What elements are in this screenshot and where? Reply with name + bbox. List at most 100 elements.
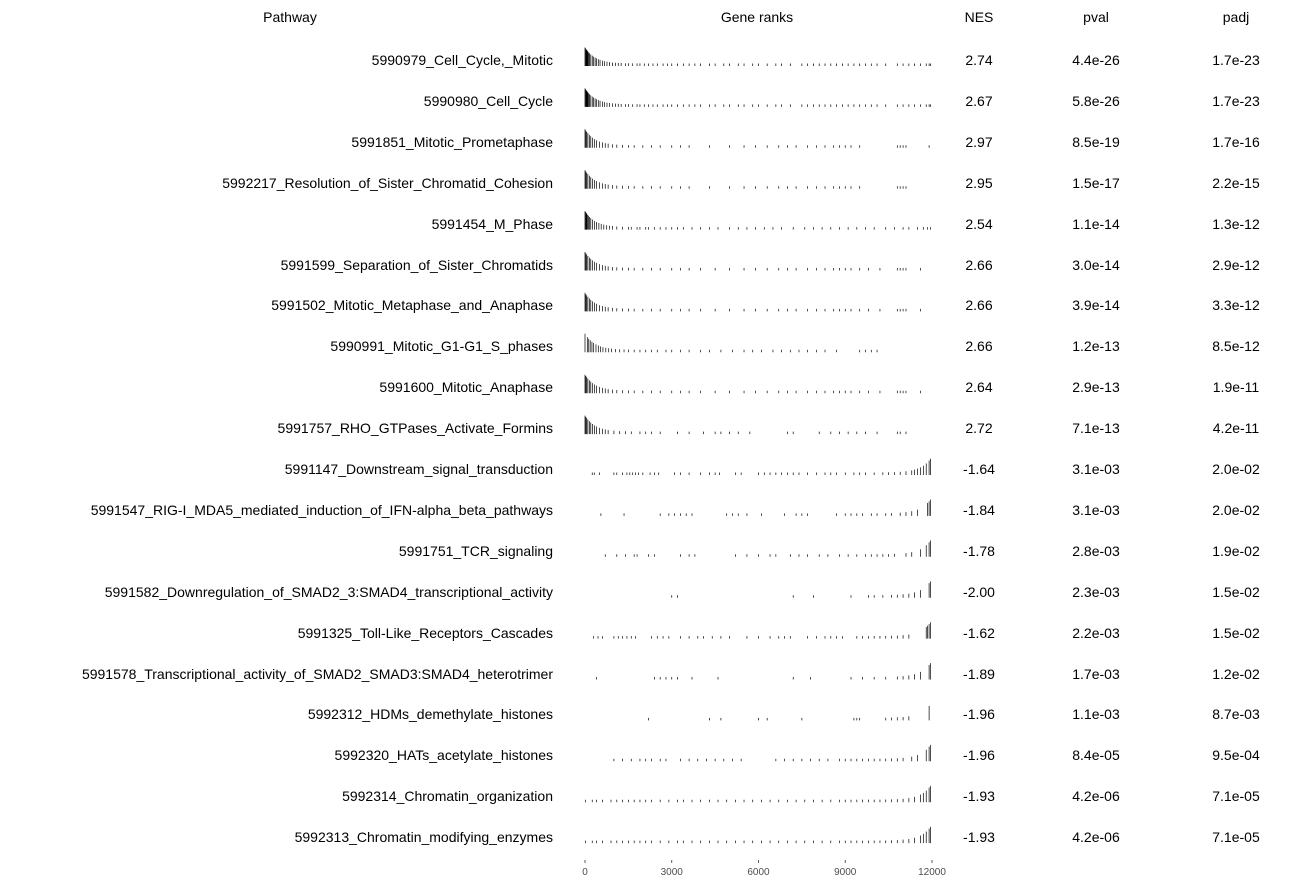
nes-value: 2.66 [965,256,993,273]
gene-rank-row [584,170,907,189]
padj-value: 2.0e-02 [1212,461,1260,477]
nes-value: 2.95 [965,174,993,191]
header-pval: pval [1083,9,1109,25]
padj-value: 8.7e-03 [1212,706,1260,723]
nes-value: -1.93 [963,788,995,805]
pval-value: 1.5e-17 [1072,174,1120,191]
gene-rank-row [584,292,921,312]
pval-value: 8.4e-05 [1072,747,1120,764]
nes-value: 2.64 [965,379,993,396]
gene-rank-row [671,581,931,598]
padj-value: 1.9e-02 [1212,542,1260,559]
gene-rank-row [648,705,930,721]
padj-value: 1.3e-12 [1212,215,1260,232]
pval-value: 1.1e-14 [1072,215,1120,232]
x-axis-tick-label: 0 [582,867,588,878]
padj-value: 7.1e-05 [1212,788,1260,805]
pathway-label: 5991757_RHO_GTPases_Activate_Formins [277,420,553,437]
nes-value: 2.97 [965,133,993,150]
pathway-label: 5991751_TCR_signaling [398,542,553,559]
pathway-label: 5992217_Resolution_of_Sister_Chromatid_C… [222,174,553,191]
padj-value: 8.5e-12 [1212,338,1260,355]
gene-rank-row [591,458,931,475]
pval-value: 1.7e-03 [1072,665,1120,682]
header-gene-ranks: Gene ranks [720,9,794,25]
padj-value: 1.7e-16 [1212,133,1260,150]
pval-value: 3.1e-03 [1072,501,1120,518]
pathway-label: 5991454_M_Phase [431,215,553,232]
padj-value: 1.5e-02 [1212,583,1260,600]
nes-value: 2.54 [965,215,993,232]
pathway-label: 5992314_Chromatin_organization [342,788,553,805]
padj-value: 2.0e-02 [1212,501,1260,518]
header-pathway: Pathway [263,9,317,25]
x-axis-tick-label: 6000 [747,867,770,878]
pathway-label: 5990991_Mitotic_G1-G1_S_phases [330,338,553,355]
pval-value: 4.2e-06 [1072,788,1120,805]
nes-value: -1.62 [963,624,995,641]
pval-value: 2.8e-03 [1072,542,1120,559]
pval-value: 3.9e-14 [1072,297,1120,314]
padj-value: 2.2e-15 [1212,174,1260,191]
gene-rank-row [584,129,930,148]
pathway-label: 5991547_RIG-I_MDA5_mediated_induction_of… [90,501,553,518]
pval-value: 1.2e-13 [1072,338,1120,355]
padj-value: 3.3e-12 [1212,297,1260,314]
gene-rank-row [584,211,931,230]
pathway-label: 5990980_Cell_Cycle [423,92,553,109]
padj-value: 1.2e-02 [1212,665,1260,682]
pathway-label: 5990979_Cell_Cycle,_Mitotic [371,52,553,68]
padj-value: 1.5e-02 [1212,624,1260,641]
pval-value: 8.5e-19 [1072,133,1120,150]
pval-value: 2.2e-03 [1072,624,1120,641]
nes-value: 2.66 [965,297,993,314]
gene-rank-row [584,47,931,66]
pathway-label: 5991502_Mitotic_Metaphase_and_Anaphase [271,297,553,314]
header-padj: padj [1222,9,1250,25]
nes-value: -1.89 [963,665,995,682]
gene-rank-row [584,415,907,435]
padj-value: 1.7e-23 [1212,52,1260,68]
pathway-label: 5991147_Downstream_signal_transduction [284,461,553,477]
nes-value: -1.96 [963,747,995,764]
gene-rank-row [596,663,931,680]
pathway-label: 5991600_Mitotic_Anaphase [379,379,553,396]
gene-rank-row [593,622,931,639]
nes-value: -1.93 [963,829,995,846]
padj-value: 4.2e-11 [1212,420,1260,437]
pval-value: 7.1e-13 [1072,420,1120,437]
pathway-label: 5991325_Toll-Like_Receptors_Cascades [297,624,553,641]
gene-rank-row [585,785,931,803]
nes-value: -1.78 [963,542,995,559]
header-nes: NES [964,9,994,25]
pathway-label: 5991851_Mitotic_Prometaphase [351,133,553,150]
padj-value: 2.9e-12 [1212,256,1260,273]
nes-value: -2.00 [963,583,995,600]
pval-value: 4.2e-06 [1072,829,1120,846]
nes-value: -1.84 [963,501,995,518]
pathway-label: 5991578_Transcriptional_activity_of_SMAD… [81,665,553,682]
nes-value: -1.64 [963,461,995,477]
nes-value: 2.74 [965,52,993,68]
padj-value: 9.5e-04 [1212,747,1260,764]
gene-rank-row [600,499,931,516]
padj-value: 7.1e-05 [1212,829,1260,846]
pval-value: 2.9e-13 [1072,379,1120,396]
pval-value: 2.3e-03 [1072,583,1120,600]
gene-rank-row [613,744,931,762]
nes-value: -1.96 [963,706,995,723]
x-axis-tick-label: 9000 [834,867,857,878]
pval-value: 4.4e-26 [1072,52,1120,68]
padj-value: 1.7e-23 [1212,92,1260,109]
pathway-label: 5991582_Downregulation_of_SMAD2_3:SMAD4_… [104,583,553,600]
pval-value: 5.8e-26 [1072,92,1120,109]
x-axis-tick-label: 12000 [918,867,946,878]
gene-rank-row [584,252,921,271]
pval-value: 1.1e-03 [1072,706,1120,723]
nes-value: 2.67 [965,92,993,109]
gene-rank-row [584,333,878,353]
gene-rank-row [604,540,931,557]
nes-value: 2.66 [965,338,993,355]
nes-value: 2.72 [965,420,993,437]
